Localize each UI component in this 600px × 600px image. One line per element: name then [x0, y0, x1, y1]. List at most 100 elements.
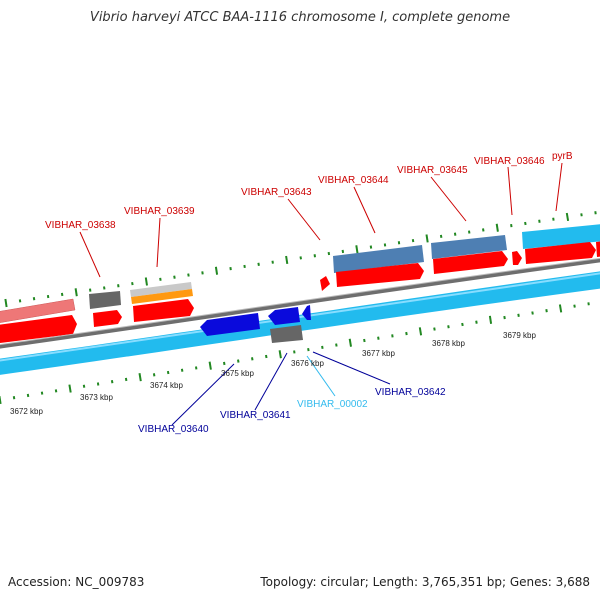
inner-track-tick	[208, 361, 212, 370]
inner-track-tick	[251, 357, 254, 361]
inner-track-tick	[531, 311, 534, 315]
outer-track-tick	[74, 288, 78, 297]
outer-track-tick	[565, 212, 570, 222]
backbone-line	[0, 258, 600, 349]
cds-arrow-pyrB[interactable]	[525, 242, 596, 264]
feature-gene-03645-steelblue[interactable]	[431, 235, 507, 259]
ruler-label-3674: 3674 kbp	[150, 381, 183, 390]
outer-tick-track	[4, 211, 597, 308]
outer-track-tick	[18, 299, 22, 303]
outer-track-tick	[453, 232, 457, 236]
cds-arrow-03645[interactable]	[433, 251, 508, 274]
cds-arrow-03643[interactable]	[320, 276, 330, 291]
ruler-label-3672: 3672 kbp	[10, 407, 43, 416]
gene-label-03642[interactable]: VIBHAR_03642	[375, 387, 446, 398]
outer-track-tick	[341, 249, 345, 254]
callout-line-03639	[156, 217, 161, 268]
inner-track-tick	[405, 331, 408, 336]
ruler-label-3676: 3676 kbp	[291, 359, 324, 368]
cds-arrow-03642-reverse[interactable]	[302, 305, 311, 320]
ruler-label-3677: 3677 kbp	[362, 349, 395, 358]
inner-track-tick	[517, 313, 520, 317]
gene-label-03643[interactable]: VIBHAR_03643	[241, 187, 312, 198]
outer-track-tick	[214, 266, 219, 275]
outer-track-tick	[4, 298, 8, 308]
outer-track-tick	[285, 255, 289, 265]
inner-track-tick	[152, 373, 156, 377]
footer-info: Topology: circular; Length: 3,765,351 bp…	[260, 575, 590, 589]
callout-line-03645	[430, 176, 467, 222]
callout-line-03644	[353, 186, 376, 234]
callout-line-03638	[79, 231, 101, 278]
outer-track-tick	[425, 234, 429, 243]
cds-arrow-03644[interactable]	[336, 263, 424, 287]
callout-line-03640	[171, 363, 235, 426]
outer-track-tick	[257, 262, 260, 266]
callout-line-00002	[306, 355, 336, 397]
cds-arrow-03646[interactable]	[512, 251, 522, 265]
backbone-highlight	[0, 257, 600, 346]
inner-track-tick	[237, 359, 240, 363]
cds-arrow-03641-reverse[interactable]	[268, 307, 300, 325]
callout-line-03642	[312, 351, 391, 385]
gene-label-pyrB[interactable]: pyrB	[552, 151, 573, 162]
callout-line-03641	[254, 352, 288, 411]
callout-line-pyrB	[555, 162, 563, 212]
inner-track-tick	[0, 395, 2, 404]
cds-arrow-03639[interactable]	[93, 310, 122, 327]
gene-label-00002[interactable]: VIBHAR_00002	[297, 399, 368, 410]
inner-track-tick	[68, 384, 72, 393]
outer-track-tick	[411, 239, 415, 243]
inner-tick-track	[0, 302, 590, 404]
outer-track-tick	[131, 282, 134, 286]
inner-track-tick	[265, 354, 268, 359]
footer-accession: Accession: NC_009783	[8, 575, 145, 589]
outer-track-tick	[32, 297, 36, 301]
inner-track-tick	[503, 315, 506, 320]
inner-track-tick	[307, 348, 310, 352]
lower-strand-band[interactable]	[0, 270, 600, 376]
gene-label-03640[interactable]: VIBHAR_03640	[138, 424, 209, 435]
cds-arrow-03640[interactable]	[133, 299, 194, 322]
cds-arrow-edge[interactable]	[596, 241, 600, 257]
outer-track-tick	[103, 286, 106, 290]
inner-track-tick	[138, 373, 142, 382]
inner-track-tick	[26, 393, 30, 398]
inner-track-tick	[12, 396, 16, 400]
feature-gene-03644-steelblue[interactable]	[333, 245, 424, 273]
gene-label-03644[interactable]: VIBHAR_03644	[318, 175, 389, 186]
inner-track-tick	[180, 368, 184, 372]
map-title: Vibrio harveyi ATCC BAA-1116 chromosome …	[89, 10, 511, 25]
lower-callout-lines	[171, 351, 391, 426]
outer-track-tick	[60, 292, 64, 297]
inner-track-tick	[124, 377, 128, 382]
cds-arrow-03638[interactable]	[0, 315, 77, 344]
ruler-label-3675: 3675 kbp	[221, 369, 254, 378]
feature-gene-03639-gray[interactable]	[89, 291, 121, 309]
callout-line-03643	[287, 198, 321, 241]
inner-track-tick	[335, 343, 338, 347]
outer-track-tick	[495, 223, 499, 232]
gene-label-03641[interactable]: VIBHAR_03641	[220, 410, 291, 421]
outer-track-tick	[482, 228, 485, 232]
callout-line-03646	[507, 166, 513, 216]
ruler-label-3673: 3673 kbp	[80, 393, 113, 402]
feature-gene-00002-gray[interactable]	[270, 325, 303, 343]
gene-label-03645[interactable]: VIBHAR_03645	[397, 165, 468, 176]
feature-gene-pyrB-cyan[interactable]	[522, 224, 600, 249]
inner-track-tick	[461, 322, 464, 327]
feature-gene-03638-pink[interactable]	[0, 298, 76, 324]
outer-track-tick	[144, 277, 148, 286]
inner-track-tick	[82, 384, 86, 388]
inner-track-tick	[433, 327, 436, 331]
outer-track-tick	[327, 251, 331, 256]
inner-track-tick	[223, 361, 226, 366]
feature-gene-03640-orange[interactable]	[131, 289, 193, 304]
gene-label-03646[interactable]: VIBHAR_03646	[474, 156, 545, 167]
feature-gene-03640-lightgray[interactable]	[130, 282, 192, 297]
inner-track-tick	[558, 304, 563, 313]
gene-label-03639[interactable]: VIBHAR_03639	[124, 206, 195, 217]
cds-arrow-03640-reverse[interactable]	[200, 313, 260, 336]
gene-label-03638[interactable]: VIBHAR_03638	[45, 220, 116, 231]
